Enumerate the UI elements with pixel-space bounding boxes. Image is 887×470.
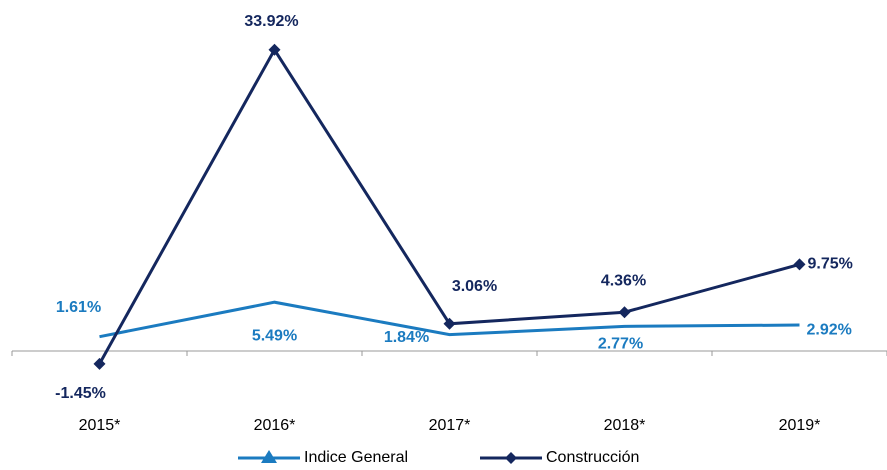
point-marker: [443, 317, 456, 330]
data-label: 1.84%: [384, 329, 429, 346]
x-tick-label: 2016*: [254, 417, 296, 434]
data-label: 4.36%: [601, 272, 646, 289]
x-tick-label: 2018*: [604, 417, 646, 434]
point-marker: [268, 43, 281, 56]
data-label: 2.77%: [598, 336, 643, 353]
x-tick-label: 2017*: [429, 417, 471, 434]
legend-marker: [505, 452, 517, 464]
series-line: [99, 300, 800, 339]
point-marker: [618, 306, 631, 319]
point-marker: [793, 258, 806, 271]
data-label: 5.49%: [252, 327, 297, 344]
data-label: 33.92%: [244, 13, 298, 30]
data-label: 1.61%: [56, 299, 101, 316]
legend-label: Construcción: [546, 449, 639, 466]
legend-marker: [261, 450, 277, 463]
legend-label: Indice General: [304, 449, 408, 466]
data-label: 2.92%: [807, 321, 852, 338]
data-label: -1.45%: [55, 385, 106, 402]
data-label: 9.75%: [808, 256, 853, 273]
data-label: 3.06%: [452, 278, 497, 295]
x-tick-label: 2015*: [79, 417, 121, 434]
point-marker: [93, 357, 106, 370]
x-tick-label: 2019*: [779, 417, 821, 434]
